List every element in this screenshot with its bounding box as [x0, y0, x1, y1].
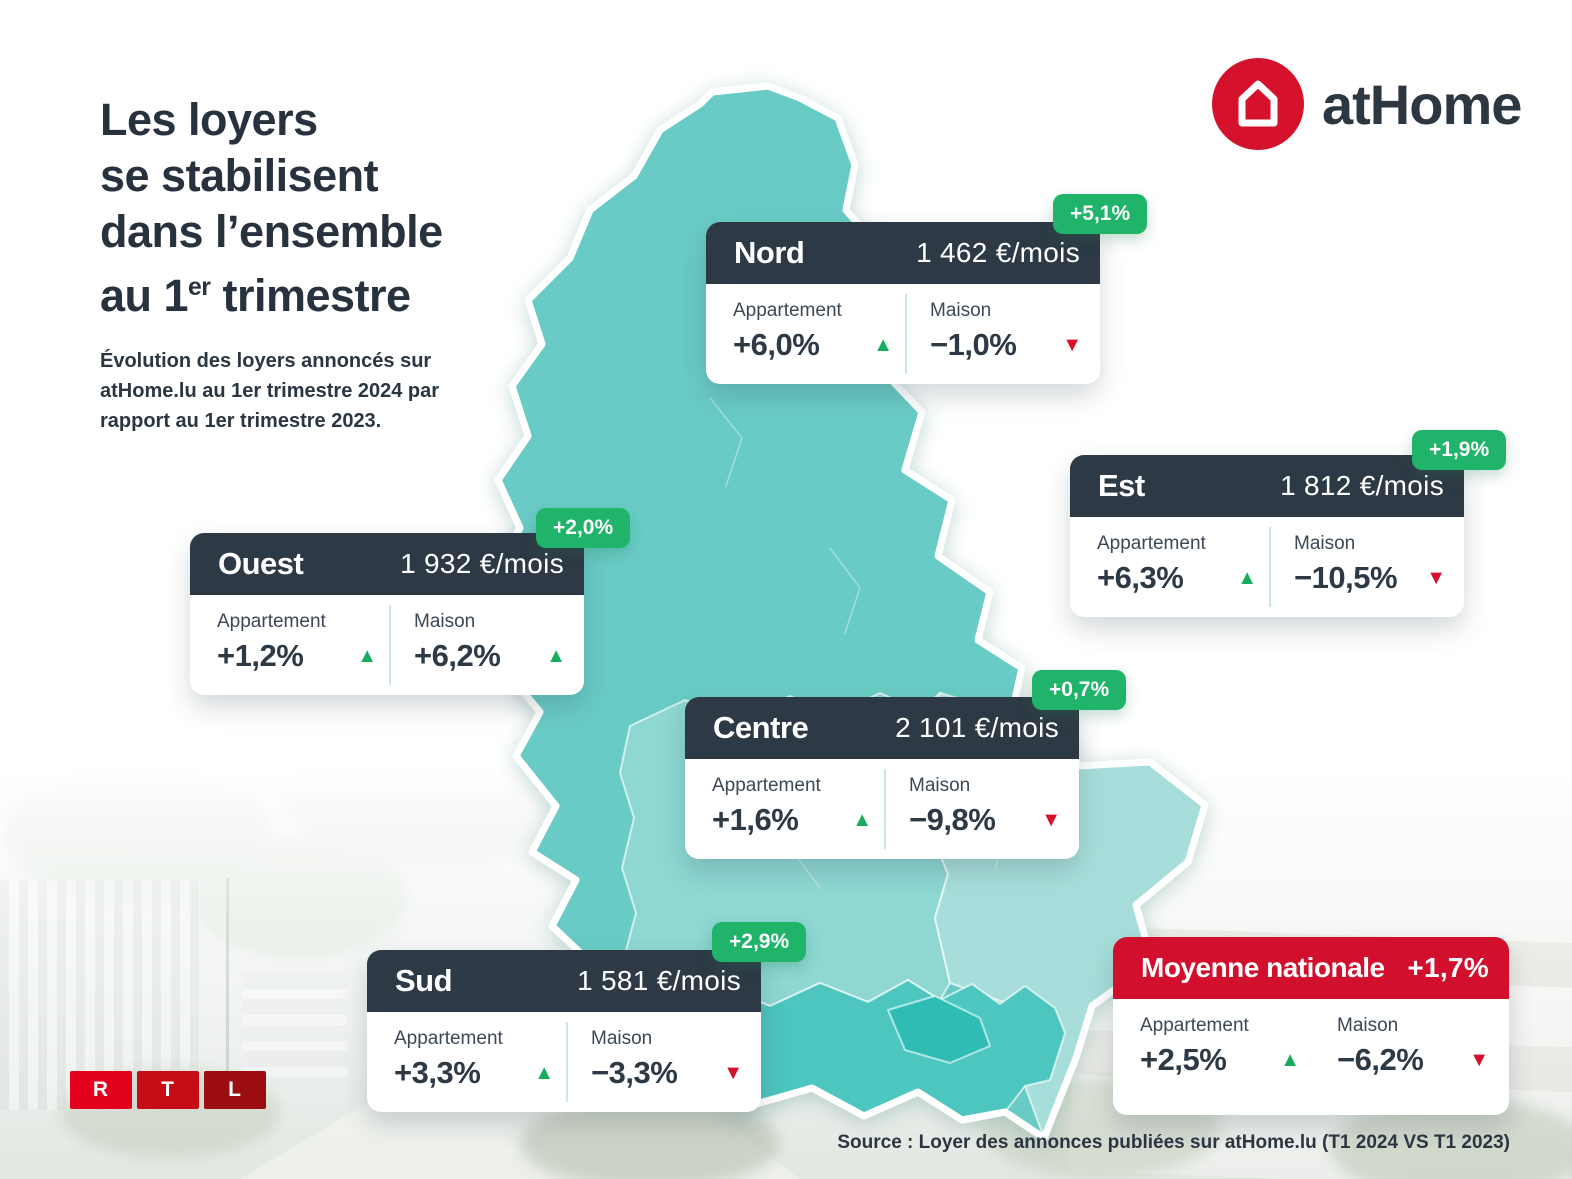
column-divider [389, 605, 391, 685]
national-average-label: Moyenne nationale [1141, 952, 1385, 983]
title-line: Les loyers [100, 94, 318, 145]
apartment-value: +1,2% [217, 638, 304, 673]
house-label: Maison [1337, 1015, 1399, 1036]
house-label: Maison [909, 775, 971, 796]
house-value: −9,8% [909, 802, 996, 837]
apartment-trend-icon: ▲ [1280, 1049, 1300, 1071]
house-trend-icon: ▼ [1426, 567, 1446, 589]
house-label: Maison [1294, 533, 1356, 554]
region-name: Est [1098, 468, 1145, 503]
house-value: −3,3% [591, 1055, 678, 1090]
apartment-value: +1,6% [712, 802, 799, 837]
apartment-value: +6,0% [733, 327, 820, 362]
region-price: 1 581 €/mois [577, 965, 741, 996]
athome-brand-text: atHome [1322, 72, 1522, 136]
badge-ouest: +2,0% [536, 508, 631, 548]
rtl-letter-r: R [70, 1071, 132, 1109]
house-trend-icon: ▼ [1469, 1049, 1489, 1071]
apartment-label: Appartement [712, 775, 821, 796]
card-nord: Nord 1 462 €/mois Appartement +6,0% ▲ Mai… [706, 222, 1100, 384]
region-price: 1 932 €/mois [400, 548, 564, 579]
rtl-letter-t: T [137, 1071, 199, 1109]
apartment-label: Appartement [1097, 533, 1206, 554]
house-label: Maison [591, 1028, 653, 1049]
badge-est: +1,9% [1412, 430, 1507, 470]
region-price: 1 812 €/mois [1280, 470, 1444, 501]
apartment-label: Appartement [394, 1028, 503, 1049]
card-sud-header: Sud 1 581 €/mois [367, 950, 761, 1012]
house-trend-icon: ▼ [1062, 334, 1082, 356]
card-ouest: Ouest 1 932 €/mois Appartement +1,2% ▲ Ma… [190, 533, 584, 695]
card-nord-header: Nord 1 462 €/mois [706, 222, 1100, 284]
title-line: dans l’ensemble [100, 206, 443, 257]
house-trend-icon: ▼ [723, 1062, 743, 1084]
region-name: Sud [395, 963, 453, 998]
map-country-outline [491, 82, 1209, 1142]
apartment-label: Appartement [733, 300, 842, 321]
house-trend-icon: ▲ [546, 645, 566, 667]
house-value: −10,5% [1294, 560, 1398, 595]
title-line: se stabilisent [100, 150, 379, 201]
card-centre-header: Centre 2 101 €/mois [685, 697, 1079, 759]
title-line: au 1er trimestre [100, 270, 411, 321]
athome-logo: atHome [1212, 58, 1522, 150]
card-est-header: Est 1 812 €/mois [1070, 455, 1464, 517]
card-moyenne-header: Moyenne nationale +1,7% [1113, 937, 1509, 999]
badge-nord: +5,1% [1053, 194, 1148, 234]
rtl-letter-l: L [204, 1071, 266, 1109]
card-centre: Centre 2 101 €/mois Appartement +1,6% ▲ M… [685, 697, 1079, 859]
card-est: Est 1 812 €/mois Appartement +6,3% ▲ Mais… [1070, 455, 1464, 617]
apartment-trend-icon: ▲ [1237, 567, 1257, 589]
badge-sud: +2,9% [712, 922, 807, 962]
region-name: Centre [713, 710, 809, 745]
region-price: 2 101 €/mois [895, 712, 1059, 743]
apartment-trend-icon: ▲ [357, 645, 377, 667]
house-trend-icon: ▼ [1041, 809, 1061, 831]
column-divider [884, 769, 886, 849]
national-average-value: +1,7% [1407, 952, 1489, 983]
house-label: Maison [930, 300, 992, 321]
apartment-value: +3,3% [394, 1055, 481, 1090]
apartment-trend-icon: ▲ [852, 809, 872, 831]
column-divider [566, 1022, 568, 1102]
apartment-label: Appartement [217, 611, 326, 632]
region-name: Nord [734, 235, 805, 270]
card-ouest-header: Ouest 1 932 €/mois [190, 533, 584, 595]
rtl-logo: R T L [70, 1071, 266, 1109]
card-sud: Sud 1 581 €/mois Appartement +3,3% ▲ Mais… [367, 950, 761, 1112]
house-value: +6,2% [414, 638, 501, 673]
page-title: Les loyers se stabilisent dans l’ensembl… [100, 92, 443, 324]
apartment-trend-icon: ▲ [873, 334, 893, 356]
athome-house-icon [1212, 58, 1304, 150]
column-divider [905, 294, 907, 374]
house-label: Maison [414, 611, 476, 632]
region-price: 1 462 €/mois [916, 237, 1080, 268]
apartment-value: +2,5% [1140, 1042, 1227, 1077]
house-value: −1,0% [930, 327, 1017, 362]
apartment-label: Appartement [1140, 1015, 1249, 1036]
region-name: Ouest [218, 546, 304, 581]
badge-centre: +0,7% [1032, 670, 1127, 710]
subtitle: Évolution des loyers annoncés sur atHome… [100, 350, 440, 432]
apartment-value: +6,3% [1097, 560, 1184, 595]
apartment-trend-icon: ▲ [534, 1062, 554, 1084]
house-value: −6,2% [1337, 1042, 1424, 1077]
map-region-sud-dark-patch [887, 995, 991, 1064]
card-moyenne-nationale: Moyenne nationale +1,7% Appartement +2,5… [1113, 937, 1509, 1115]
source-caption: Source : Loyer des annonces publiées sur… [837, 1132, 1510, 1153]
column-divider [1269, 527, 1271, 607]
